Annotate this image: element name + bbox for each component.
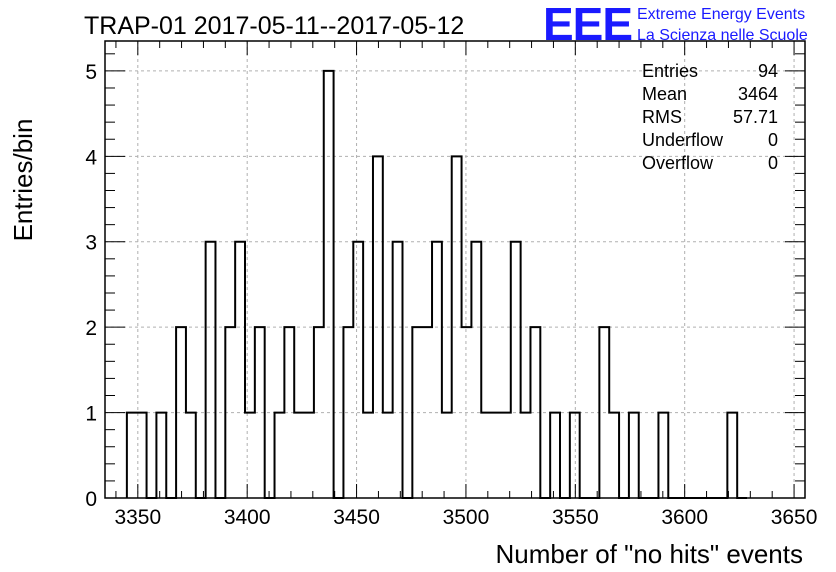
histogram-bin	[137, 413, 147, 498]
stats-label-rms: RMS	[642, 107, 682, 127]
histogram-bin	[343, 327, 353, 498]
stats-label-underflow: Underflow	[642, 130, 724, 150]
histogram-bin	[727, 413, 737, 498]
y-tick-label: 5	[85, 61, 97, 84]
plot-frame	[104, 40, 806, 499]
histogram-bin	[521, 413, 531, 498]
histogram-bin	[629, 413, 639, 498]
y-tick-label: 4	[85, 146, 97, 169]
stats-value-mean: 3464	[738, 84, 778, 104]
histogram-bin	[412, 327, 422, 498]
histogram-bin	[314, 327, 324, 498]
x-tick-label: 3400	[224, 506, 271, 529]
histogram-bin	[235, 242, 245, 498]
axis-ticks	[105, 41, 805, 499]
x-tick-label: 3550	[552, 506, 599, 529]
histogram-bin	[432, 242, 442, 498]
histogram-bin	[442, 413, 452, 498]
histogram-bin	[176, 327, 186, 498]
histogram-bin	[658, 413, 668, 498]
stats-label-overflow: Overflow	[642, 153, 714, 173]
stats-value-entries: 94	[758, 61, 778, 81]
histogram-bin	[599, 327, 609, 498]
histogram-bin	[491, 413, 501, 498]
histogram-bin	[294, 413, 304, 498]
histogram-bin	[609, 413, 619, 498]
y-tick-label: 2	[85, 317, 97, 340]
x-tick-label: 3500	[443, 506, 490, 529]
histogram-bin	[471, 242, 481, 498]
x-tick-label: 3350	[114, 506, 161, 529]
histogram-bin	[275, 413, 285, 498]
histogram-bin	[363, 413, 373, 498]
histogram-bin	[324, 71, 334, 498]
x-tick-label: 3650	[771, 506, 818, 529]
x-tick-label: 3450	[333, 506, 380, 529]
eee-logo: EEE Extreme Energy Events La Scienza nel…	[543, 0, 808, 50]
histogram-bin	[452, 156, 462, 498]
y-tick-label: 0	[85, 488, 97, 511]
y-axis-title: Entries/bin	[8, 119, 38, 242]
histogram-bin	[353, 242, 363, 498]
x-axis-title: Number of "no hits" events	[496, 539, 804, 569]
stats-label-entries: Entries	[642, 61, 698, 81]
histogram-bin	[156, 413, 166, 498]
stats-box: Entries 94 Mean 3464 RMS 57.71 Underflow 0 Overf…	[642, 61, 778, 173]
histogram-bin	[422, 327, 432, 498]
stats-value-overflow: 0	[768, 153, 778, 173]
histogram-bin	[245, 413, 255, 498]
histogram-bin	[206, 242, 216, 498]
logo-line1: Extreme Energy Events	[637, 6, 805, 23]
histogram-bin	[304, 413, 314, 498]
stats-label-mean: Mean	[642, 84, 687, 104]
logo-line2: La Scienza nelle Scuole	[637, 27, 808, 44]
histogram-bin	[186, 413, 196, 498]
histogram-bin	[284, 327, 294, 498]
histogram-bin	[501, 413, 511, 498]
histogram-bin	[225, 327, 235, 498]
stats-value-underflow: 0	[768, 130, 778, 150]
axis-tick-labels: 3350 3400 3450 3500 3550 3600 3650 0 1 2 3 4 5	[85, 61, 817, 529]
histogram-bin	[462, 327, 472, 498]
histogram-bin	[393, 242, 403, 498]
histogram-bin	[383, 413, 393, 498]
histogram-bin	[570, 413, 580, 498]
histogram-bin	[255, 327, 265, 498]
y-tick-label: 3	[85, 232, 97, 255]
histogram-bin	[530, 327, 540, 498]
histogram-bin	[511, 242, 521, 498]
histogram-bin	[550, 413, 560, 498]
y-tick-label: 1	[85, 403, 97, 426]
stats-value-rms: 57.71	[733, 107, 778, 127]
chart-title: TRAP-01 2017-05-11--2017-05-12	[84, 12, 464, 40]
x-tick-label: 3600	[661, 506, 708, 529]
histogram-bin	[127, 413, 137, 498]
histogram-bin	[373, 156, 383, 498]
histogram-bin	[481, 413, 491, 498]
